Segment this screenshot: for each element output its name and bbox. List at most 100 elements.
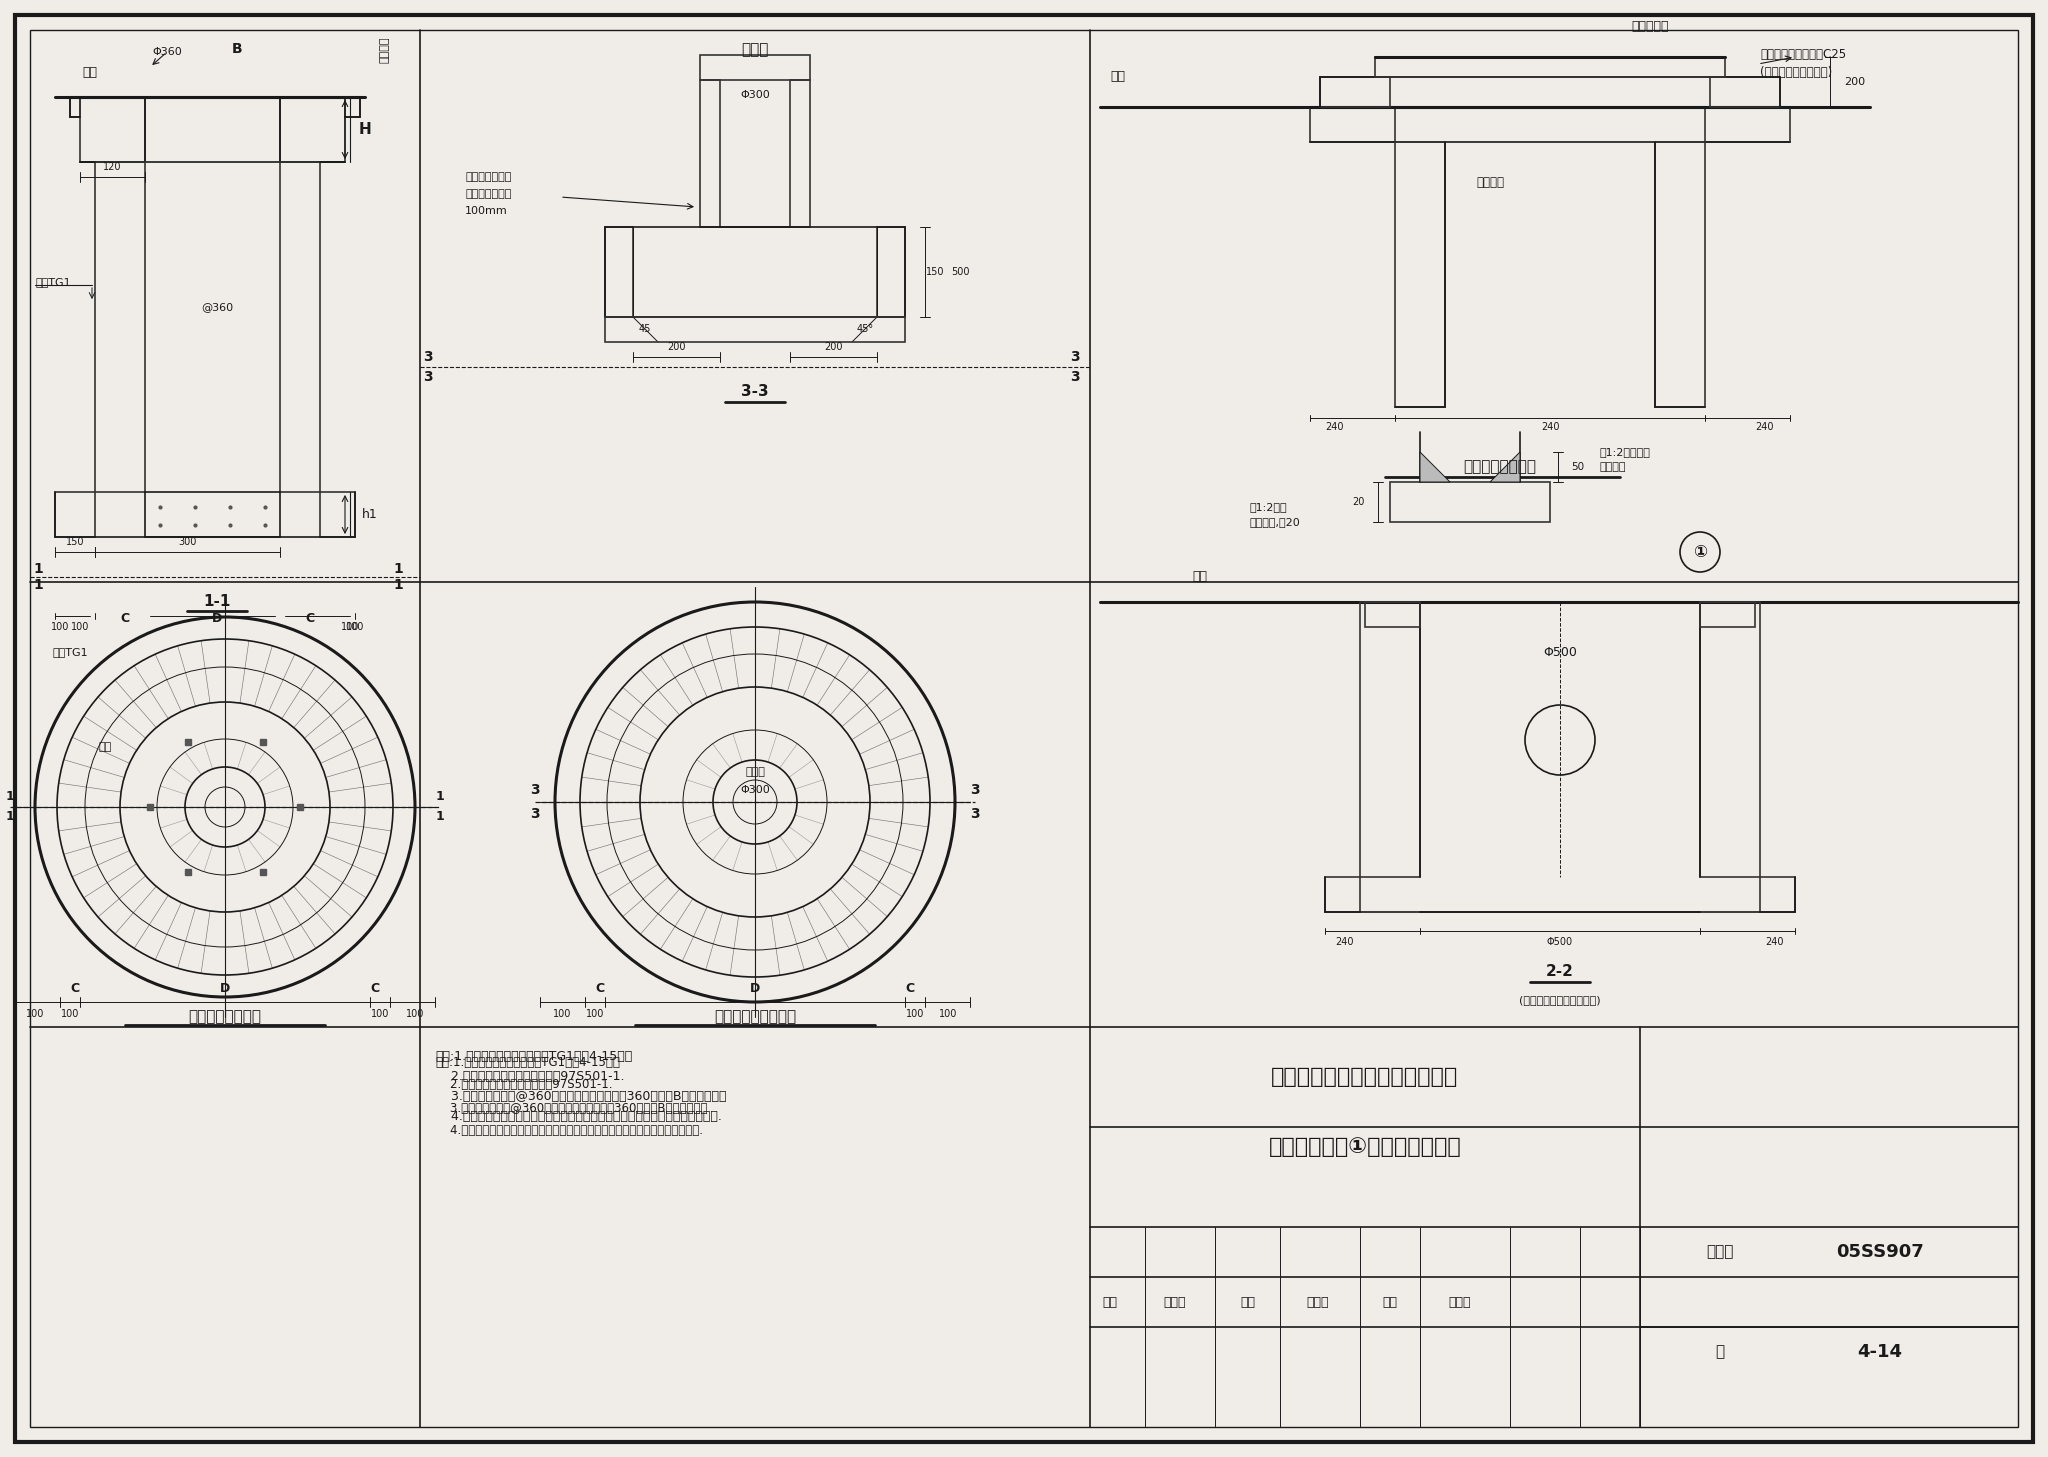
Text: 3: 3 [424, 350, 432, 364]
Bar [1759, 877, 1794, 912]
Text: 校对: 校对 [1241, 1295, 1255, 1308]
Text: 砖砌井踏步、集水坑、操作井筒: 砖砌井踏步、集水坑、操作井筒 [1272, 1067, 1458, 1087]
Text: 集水坑: 集水坑 [741, 42, 768, 57]
Text: 图集号: 图集号 [1706, 1244, 1735, 1259]
Bar [1374, 57, 1724, 77]
Bar [700, 55, 811, 80]
Text: 150: 150 [66, 538, 84, 546]
Text: 二次浇筑细石混凝土C25: 二次浇筑细石混凝土C25 [1759, 48, 1845, 61]
Text: 成品混凝土管插: 成品混凝土管插 [465, 172, 512, 182]
Text: 1: 1 [393, 562, 403, 576]
Text: 用1:2水泥砂浆: 用1:2水泥砂浆 [1599, 447, 1651, 457]
Text: 3.根据井深踏步按@360排放，当踏步间距不足360时，将B留于洞口处。: 3.根据井深踏步按@360排放，当踏步间距不足360时，将B留于洞口处。 [434, 1090, 727, 1103]
Text: 集水坑: 集水坑 [745, 766, 766, 777]
Text: 1: 1 [33, 578, 43, 592]
Text: 1: 1 [393, 578, 403, 592]
Text: 人孔井筒: 人孔井筒 [381, 36, 389, 63]
Text: 100: 100 [938, 1010, 956, 1018]
Text: Φ360: Φ360 [152, 47, 182, 57]
Text: h1: h1 [362, 508, 379, 522]
Text: 3: 3 [971, 782, 979, 797]
Text: 武明美: 武明美 [1307, 1295, 1329, 1308]
Bar [94, 162, 145, 492]
Text: 4-14: 4-14 [1858, 1343, 1903, 1361]
Bar [80, 98, 145, 162]
Text: Φ300: Φ300 [739, 785, 770, 796]
Text: 3: 3 [1071, 370, 1079, 385]
Text: 地面: 地面 [1192, 571, 1208, 583]
Text: 地面: 地面 [82, 66, 96, 79]
Text: 100: 100 [371, 1010, 389, 1018]
Text: 页: 页 [1716, 1345, 1724, 1359]
Bar [1706, 106, 1790, 141]
Bar [55, 492, 94, 538]
Text: 井盖及支座: 井盖及支座 [1632, 20, 1669, 34]
Text: 踏步TG1: 踏步TG1 [35, 277, 70, 287]
Text: 100: 100 [51, 622, 70, 632]
Bar [1311, 106, 1395, 141]
Text: 2-2: 2-2 [1546, 965, 1575, 979]
Text: H: H [358, 122, 371, 137]
Text: 3.根据井深踏步按@360排放，当踏步间距不足360时，将B留于洞口处。: 3.根据井深踏步按@360排放，当踏步间距不足360时，将B留于洞口处。 [434, 1101, 707, 1115]
Text: 入现浇混凝土中: 入现浇混凝土中 [465, 189, 512, 200]
Text: 3: 3 [424, 370, 432, 385]
Text: 100: 100 [905, 1010, 924, 1018]
Bar [791, 80, 811, 227]
Bar [700, 80, 721, 227]
Text: (在非铺砌路面下采用): (在非铺砌路面下采用) [1759, 67, 1833, 80]
Text: 200: 200 [668, 342, 686, 353]
Text: 踏步TG1: 踏步TG1 [51, 647, 88, 657]
Text: 100: 100 [72, 622, 90, 632]
Text: 砂浆找平,厚20: 砂浆找平,厚20 [1249, 517, 1300, 527]
Bar [1710, 77, 1780, 106]
Text: 3: 3 [1071, 350, 1079, 364]
Bar [1360, 602, 1419, 877]
Text: 4.操作孔井筒的高度与人孔井筒的高度相同。其平面位置见有操作孔井的平面图.: 4.操作孔井筒的高度与人孔井筒的高度相同。其平面位置见有操作孔井的平面图. [434, 1125, 702, 1138]
Text: 井盖及支座和①号节点大样做法: 井盖及支座和①号节点大样做法 [1268, 1136, 1462, 1157]
Text: 3: 3 [530, 807, 541, 820]
Text: 砖砌井踏步平面图: 砖砌井踏步平面图 [188, 1010, 262, 1024]
Text: B: B [231, 42, 242, 55]
Text: 200: 200 [1845, 77, 1866, 87]
Text: 150: 150 [926, 267, 944, 277]
Text: 1: 1 [6, 791, 14, 803]
Text: 设计: 设计 [1382, 1295, 1397, 1308]
Text: C: C [121, 612, 129, 625]
Text: 审核: 审核 [1102, 1295, 1118, 1308]
Polygon shape [1491, 452, 1520, 482]
Bar [1700, 602, 1759, 877]
Text: 100: 100 [340, 622, 358, 632]
Text: 20: 20 [1352, 497, 1364, 507]
Text: 砖砌井筒: 砖砌井筒 [1477, 175, 1503, 188]
Text: (蝶阀井操作孔井筒剖面图): (蝶阀井操作孔井筒剖面图) [1520, 995, 1602, 1005]
Text: 1: 1 [6, 810, 14, 823]
Text: 120: 120 [102, 162, 121, 172]
Text: Φ500: Φ500 [1542, 645, 1577, 659]
Polygon shape [1419, 452, 1450, 482]
Text: Φ300: Φ300 [739, 90, 770, 101]
Text: 王龙生: 王龙生 [1448, 1295, 1470, 1308]
Text: 240: 240 [1755, 423, 1774, 431]
Text: Φ500: Φ500 [1546, 937, 1573, 947]
Bar [604, 227, 633, 318]
Text: 50: 50 [1571, 462, 1585, 472]
Text: 1: 1 [436, 810, 444, 823]
Text: 100: 100 [61, 1010, 80, 1018]
Text: C: C [371, 982, 379, 995]
Text: D: D [750, 982, 760, 995]
Text: 说明:1.踏步选用塑钢踏步，踏步TG1见第4-15页。: 说明:1.踏步选用塑钢踏步，踏步TG1见第4-15页。 [434, 1055, 621, 1068]
Text: 100mm: 100mm [465, 205, 508, 216]
Bar [319, 492, 354, 538]
Text: 1-1: 1-1 [203, 594, 231, 609]
Text: 说明:1.踏步选用塑钢踏步，踏步TG1见第4-15页。: 说明:1.踏步选用塑钢踏步，踏步TG1见第4-15页。 [434, 1050, 633, 1064]
Text: 300: 300 [178, 538, 197, 546]
Bar [1325, 877, 1360, 912]
Bar [1391, 482, 1550, 522]
Bar [1321, 77, 1391, 106]
Bar [604, 318, 905, 342]
Bar [1655, 141, 1706, 407]
Text: 240: 240 [1765, 937, 1784, 947]
Text: 3: 3 [971, 807, 979, 820]
Text: 500: 500 [950, 267, 969, 277]
Circle shape [1679, 532, 1720, 573]
